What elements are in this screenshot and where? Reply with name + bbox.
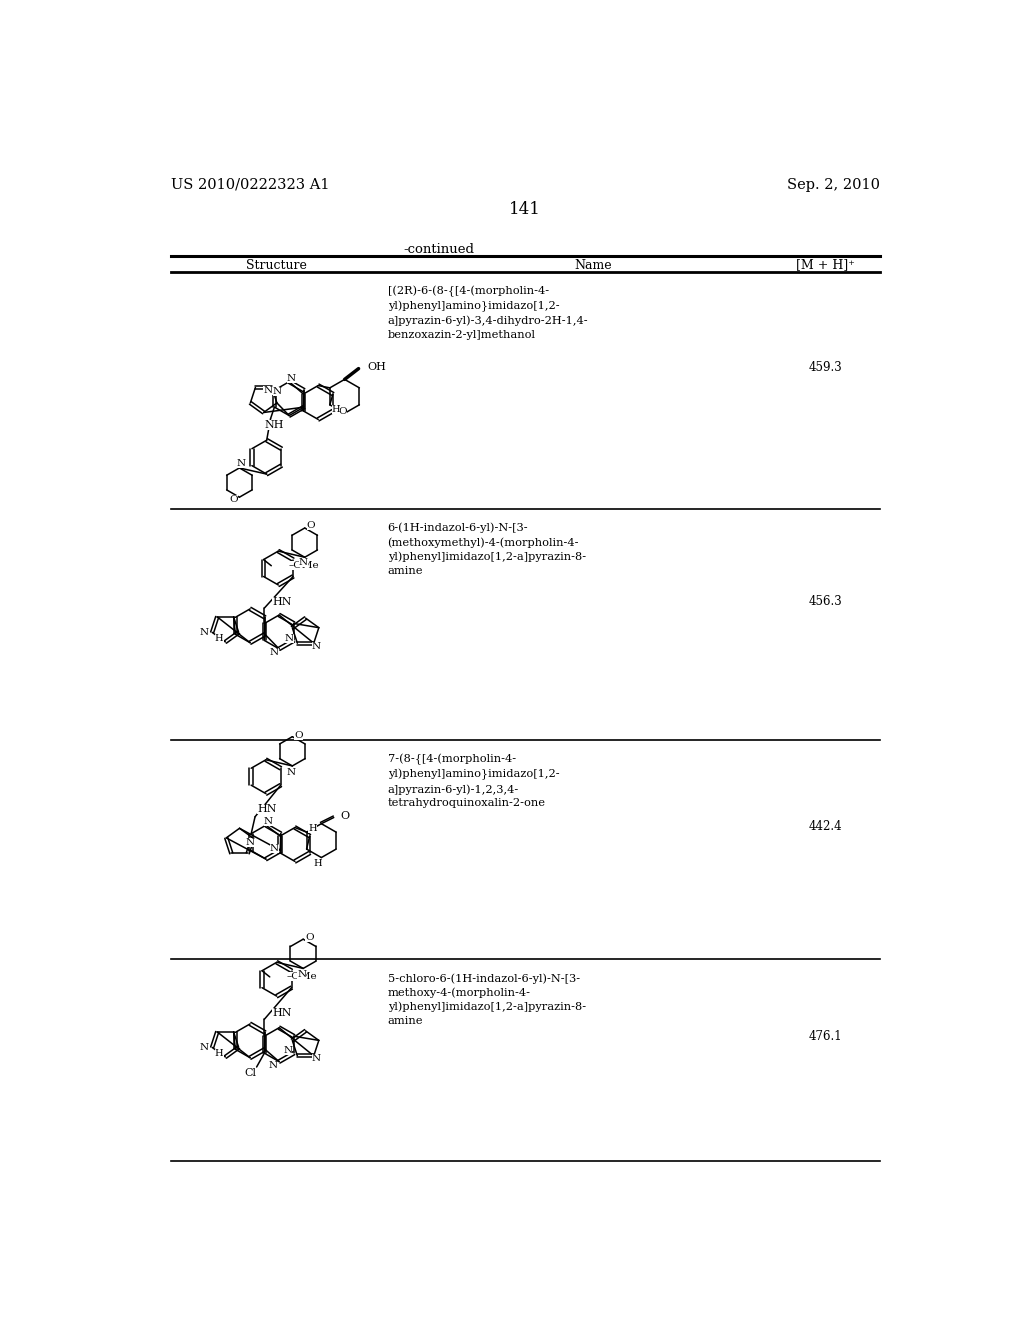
Text: [M + H]⁺: [M + H]⁺	[796, 259, 855, 272]
Text: Sep. 2, 2010: Sep. 2, 2010	[786, 178, 880, 191]
Text: N: N	[270, 843, 280, 853]
Text: N: N	[311, 1055, 321, 1064]
Text: 459.3: 459.3	[809, 360, 843, 374]
Text: 141: 141	[509, 201, 541, 218]
Text: N: N	[297, 970, 306, 979]
Text: 442.4: 442.4	[809, 820, 843, 833]
Text: O: O	[229, 495, 238, 504]
Text: O: O	[306, 521, 315, 531]
Text: HN: HN	[257, 804, 276, 814]
Text: 7-(8-{[4-(morpholin-4-
yl)phenyl]amino}imidazo[1,2-
a]pyrazin-6-yl)-1,2,3,4-
tet: 7-(8-{[4-(morpholin-4- yl)phenyl]amino}i…	[388, 754, 559, 808]
Text: O: O	[338, 408, 346, 416]
Text: N: N	[263, 385, 272, 395]
Text: N: N	[200, 628, 209, 636]
Text: N: N	[270, 648, 279, 657]
Text: –OMe: –OMe	[287, 973, 317, 981]
Text: H: H	[332, 405, 340, 414]
Text: –OMe: –OMe	[289, 561, 318, 570]
Text: 476.1: 476.1	[809, 1031, 843, 1044]
Text: -continued: -continued	[403, 243, 474, 256]
Text: H: H	[215, 634, 223, 643]
Text: N: N	[200, 1043, 209, 1052]
Text: O: O	[294, 731, 303, 739]
Text: NH: NH	[264, 420, 285, 430]
Text: H: H	[215, 1048, 223, 1057]
Text: OH: OH	[368, 362, 387, 372]
Text: H: H	[308, 824, 317, 833]
Text: N: N	[299, 558, 308, 568]
Text: O: O	[340, 810, 349, 821]
Text: N: N	[311, 642, 321, 651]
Text: 5-chloro-6-(1H-indazol-6-yl)-N-[3-
methoxy-4-(morpholin-4-
yl)phenyl]imidazo[1,2: 5-chloro-6-(1H-indazol-6-yl)-N-[3- metho…	[388, 973, 586, 1026]
Text: N: N	[237, 459, 246, 467]
Text: H: H	[313, 859, 322, 869]
Text: [(2R)-6-(8-{[4-(morpholin-4-
yl)phenyl]amino}imidazo[1,2-
a]pyrazin-6-yl)-3,4-di: [(2R)-6-(8-{[4-(morpholin-4- yl)phenyl]a…	[388, 285, 588, 341]
Text: HN: HN	[272, 1008, 292, 1018]
Text: O: O	[305, 933, 313, 942]
Text: N: N	[283, 1047, 292, 1055]
Text: N: N	[246, 838, 255, 847]
Text: Cl: Cl	[245, 1068, 256, 1078]
Text: 456.3: 456.3	[809, 594, 843, 607]
Text: N: N	[285, 634, 294, 643]
Text: Name: Name	[574, 259, 611, 272]
Text: N: N	[287, 768, 295, 776]
Text: US 2010/0222323 A1: US 2010/0222323 A1	[171, 178, 329, 191]
Text: N: N	[287, 374, 296, 383]
Text: N: N	[273, 387, 282, 396]
Text: 6-(1H-indazol-6-yl)-N-[3-
(methoxymethyl)-4-(morpholin-4-
yl)phenyl]imidazo[1,2-: 6-(1H-indazol-6-yl)-N-[3- (methoxymethyl…	[388, 523, 586, 576]
Text: N: N	[264, 817, 272, 826]
Text: N: N	[268, 1061, 278, 1071]
Text: HN: HN	[272, 597, 292, 607]
Text: Structure: Structure	[247, 259, 307, 272]
